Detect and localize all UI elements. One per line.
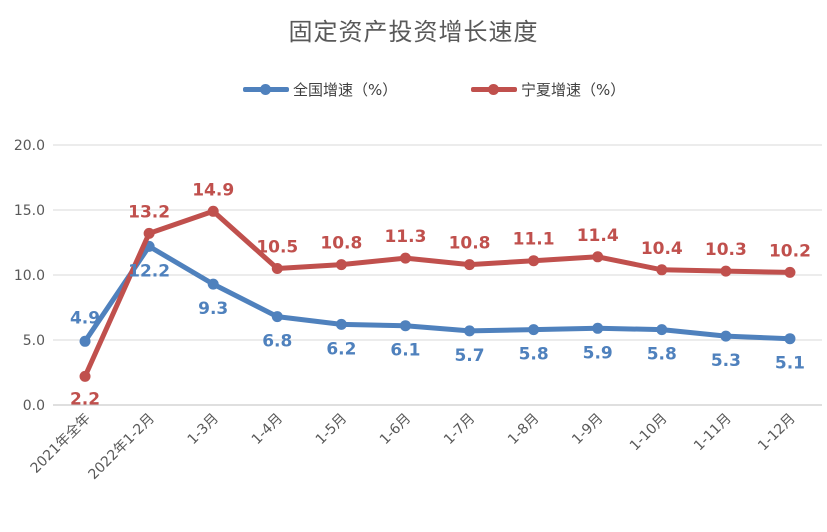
data-point <box>656 324 668 336</box>
x-tick-label: 1-3月 <box>185 411 222 448</box>
data-label: 5.8 <box>519 345 549 365</box>
data-point <box>656 264 668 276</box>
x-tick-label: 1-7月 <box>441 411 478 448</box>
data-label: 14.9 <box>192 180 234 200</box>
data-label: 10.5 <box>256 238 298 258</box>
x-tick-label: 1-5月 <box>313 411 350 448</box>
legend-item-national: 全国增速（%） <box>243 76 397 102</box>
data-labels-ningxia: 2.2 13.2 14.9 10.5 10.8 11.3 10.8 11.1 11.4 10.4 1… <box>70 180 811 409</box>
legend-item-ningxia: 宁夏增速（%） <box>471 76 625 102</box>
x-tick-label: 1-10月 <box>627 411 671 455</box>
data-point <box>207 205 219 217</box>
legend-label-ningxia: 宁夏增速（%） <box>521 80 626 99</box>
data-point <box>399 252 411 264</box>
x-tick-label: 1-4月 <box>249 411 286 448</box>
series-ningxia <box>79 205 796 382</box>
data-point <box>784 333 796 345</box>
y-tick-label: 5.0 <box>23 333 45 349</box>
data-labels-national: 4.9 12.2 9.3 6.8 6.2 6.1 5.7 5.8 5.9 5.8 5.3 5.1 <box>70 261 805 373</box>
x-tick-label: 2022年1-2月 <box>85 411 157 483</box>
series-national <box>79 240 796 347</box>
data-point <box>79 335 91 347</box>
x-tick-label: 1-6月 <box>377 411 414 448</box>
data-label: 10.3 <box>705 240 747 260</box>
y-tick-label: 20.0 <box>14 138 45 154</box>
y-tick-label: 15.0 <box>14 203 45 219</box>
y-tick-label: 10.0 <box>14 268 45 284</box>
data-point <box>784 266 796 278</box>
data-point <box>720 330 732 342</box>
data-label: 6.2 <box>326 339 356 359</box>
data-point <box>271 263 283 274</box>
data-point <box>335 318 347 330</box>
data-label: 12.2 <box>128 261 170 281</box>
x-tick-label: 2021年全年 <box>27 410 94 477</box>
legend-swatch-ningxia <box>471 76 517 102</box>
data-point <box>592 251 604 263</box>
data-point <box>335 259 347 271</box>
legend-swatch-national <box>243 76 289 102</box>
legend: 全国增速（%） 宁夏增速（%） <box>0 76 827 102</box>
data-label: 5.9 <box>583 343 613 363</box>
data-label: 11.1 <box>513 230 555 250</box>
data-label: 11.3 <box>384 227 426 247</box>
legend-label-national: 全国增速（%） <box>293 80 398 99</box>
data-point <box>464 325 476 337</box>
x-tick-label: 1-12月 <box>755 411 799 455</box>
x-tick-label: 1-8月 <box>505 411 542 448</box>
data-label: 10.2 <box>769 241 811 261</box>
data-label: 10.8 <box>320 234 362 254</box>
data-label: 6.1 <box>390 341 420 361</box>
data-label: 5.1 <box>775 354 805 374</box>
y-tick-label: 0.0 <box>23 398 45 414</box>
x-tick-label: 1-11月 <box>691 411 735 455</box>
data-point <box>79 370 91 382</box>
series-line <box>82 243 793 344</box>
data-label: 13.2 <box>128 202 170 222</box>
data-label: 5.3 <box>711 351 741 371</box>
chart-title: 固定资产投资增长速度 <box>288 18 539 46</box>
y-axis: 0.0 5.0 10.0 15.0 20.0 <box>14 138 45 414</box>
data-point <box>143 227 155 239</box>
x-tick-label: 1-9月 <box>569 411 606 448</box>
data-label: 10.8 <box>449 234 491 254</box>
data-point <box>271 311 283 323</box>
data-label: 5.7 <box>454 346 484 366</box>
data-label: 11.4 <box>577 226 619 246</box>
data-label: 2.2 <box>70 389 100 409</box>
gridlines <box>53 144 822 406</box>
data-label: 10.4 <box>641 239 683 259</box>
series-line <box>82 208 793 379</box>
data-point <box>207 278 219 290</box>
data-label: 5.8 <box>647 345 677 365</box>
data-point <box>592 322 604 334</box>
data-point <box>528 324 540 336</box>
data-label: 4.9 <box>70 308 100 328</box>
data-point <box>720 265 732 277</box>
data-label: 6.8 <box>262 332 292 352</box>
data-point <box>528 255 540 267</box>
data-point <box>464 259 476 271</box>
data-point <box>399 320 411 332</box>
data-label: 9.3 <box>198 299 228 319</box>
